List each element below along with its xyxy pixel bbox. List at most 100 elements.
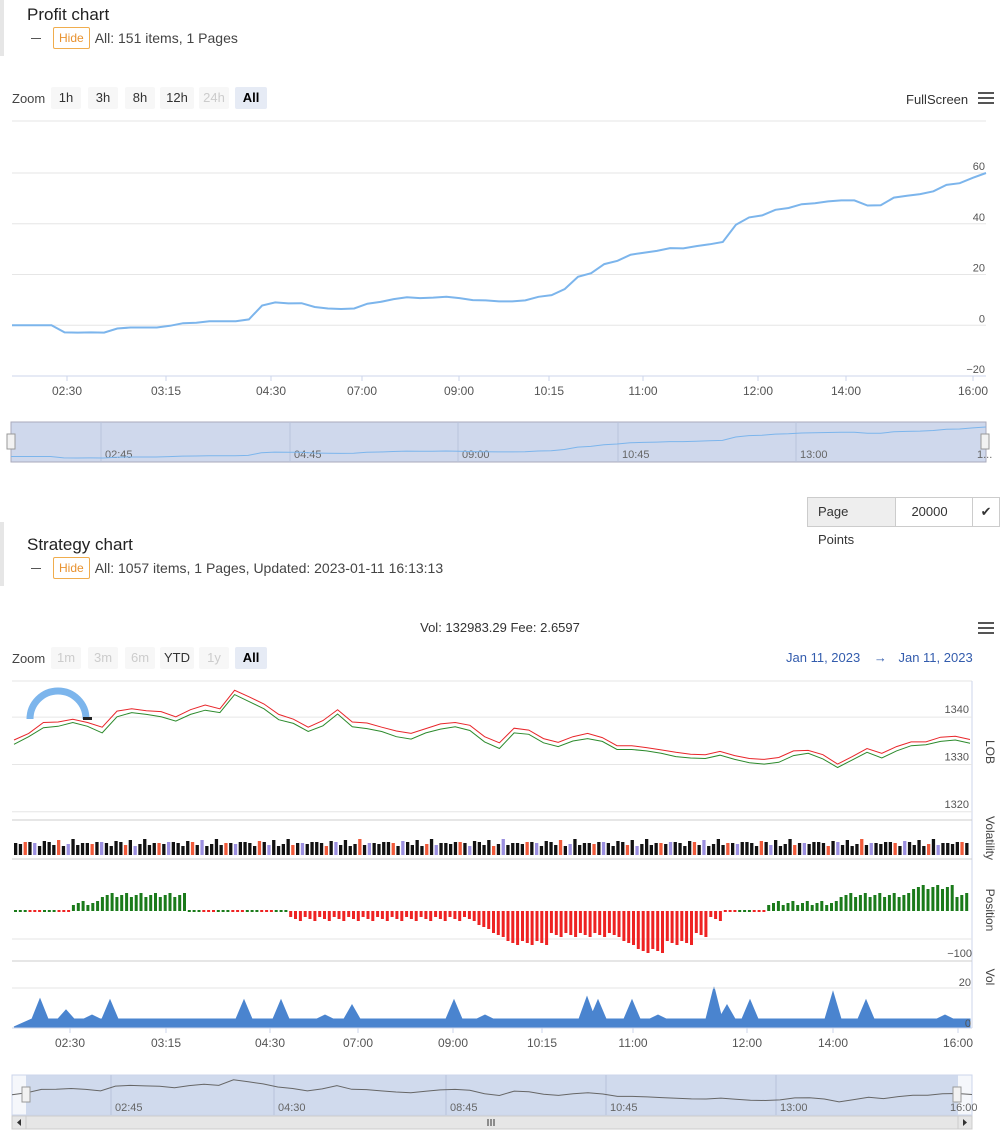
position-bar: [216, 910, 220, 912]
position-bar: [221, 910, 225, 912]
position-bar: [139, 893, 143, 911]
position-bar: [496, 911, 500, 935]
profit-zoom-12h-button[interactable]: 12h: [160, 87, 194, 109]
strategy-zoom-1m-button[interactable]: 1m: [51, 647, 81, 669]
strategy-menu-icon[interactable]: [978, 622, 994, 634]
position-bar: [521, 911, 524, 941]
volatility-bar: [845, 840, 849, 855]
profit-zoom-24h-button[interactable]: 24h: [199, 87, 229, 109]
position-bar: [38, 910, 42, 912]
position-bar: [313, 911, 317, 921]
check-icon[interactable]: ✔: [972, 498, 999, 526]
volatility-bar: [123, 845, 128, 855]
date-to-input[interactable]: Jan 11, 2023: [898, 650, 973, 665]
page-points-input[interactable]: 20000: [896, 498, 973, 526]
volatility-bar: [807, 844, 811, 855]
strategy-zoom-label: Zoom: [12, 651, 46, 666]
volatility-bar: [764, 842, 768, 855]
strategy-zoom-ytd-button[interactable]: YTD: [160, 647, 194, 669]
arrow-right-icon[interactable]: [963, 1119, 967, 1126]
position-bar: [554, 911, 558, 935]
volatility-bar: [468, 846, 472, 855]
strategy-zoom-all-button[interactable]: All: [235, 647, 267, 669]
fullscreen-button[interactable]: FullScreen: [906, 92, 969, 107]
x-tick-label: 04:30: [256, 384, 286, 398]
arrow-left-icon[interactable]: [17, 1119, 21, 1126]
volatility-bar: [382, 842, 386, 855]
volatility-bar: [33, 843, 37, 855]
position-bar: [598, 911, 602, 935]
position-bar: [18, 910, 22, 912]
volatility-bar: [425, 844, 429, 855]
volatility-bar: [176, 843, 180, 855]
volatility-bar: [582, 843, 587, 855]
volatility-bar: [769, 845, 773, 855]
strategy-zoom-1y-button[interactable]: 1y: [199, 647, 229, 669]
profit-zoom-all-button[interactable]: All: [235, 87, 267, 109]
position-bar: [342, 911, 346, 921]
position-bar: [825, 905, 829, 911]
volatility-bar: [133, 846, 137, 855]
volatility-bar: [171, 842, 175, 855]
position-bar: [429, 911, 433, 921]
navigator-left-handle[interactable]: [6, 433, 16, 450]
lob-y-tick-label: 1340: [945, 704, 969, 716]
position-bar: [612, 911, 616, 935]
profit-navigator-mask[interactable]: [10, 421, 987, 463]
position-bar: [559, 911, 563, 937]
profit-hide-button[interactable]: Hide: [53, 27, 90, 49]
volatility-bar: [754, 846, 759, 855]
volatility-bar: [238, 842, 242, 855]
volatility-bar: [114, 841, 118, 855]
volatility-bar: [100, 842, 104, 855]
position-bar: [96, 901, 100, 911]
profit-zoom-8h-button[interactable]: 8h: [125, 87, 155, 109]
profit-menu-icon[interactable]: [978, 92, 994, 104]
volatility-bar: [210, 844, 214, 855]
position-bar: [178, 895, 182, 911]
volatility-bar: [740, 842, 744, 855]
strategy-zoom-3m-button[interactable]: 3m: [88, 647, 118, 669]
date-range: Jan 11, 2023 → Jan 11, 2023: [786, 650, 973, 665]
navigator-left-handle[interactable]: [21, 1086, 31, 1103]
volatility-bar: [884, 842, 888, 855]
profit-zoom-3h-button[interactable]: 3h: [88, 87, 118, 109]
volatility-bar: [85, 843, 89, 855]
volatility-bar: [52, 845, 56, 855]
volatility-bar: [960, 842, 964, 855]
position-bar: [767, 905, 771, 911]
position-bar: [685, 911, 689, 943]
position-bar: [482, 911, 486, 927]
volatility-bar: [797, 843, 802, 855]
volatility-bar: [955, 842, 959, 855]
position-bar: [419, 911, 423, 917]
navigator-right-handle[interactable]: [980, 433, 990, 450]
volatility-bar: [315, 842, 319, 855]
volatility-bar: [688, 841, 692, 855]
position-bar: [511, 911, 515, 943]
volatility-bar: [888, 842, 892, 855]
strategy-hide-button[interactable]: Hide: [53, 557, 90, 579]
collapse-dash-icon[interactable]: [31, 567, 41, 569]
position-bar: [472, 911, 476, 921]
position-bar: [265, 910, 269, 912]
navigator-label: 13:00: [800, 449, 828, 461]
position-bar: [661, 911, 664, 953]
position-bar: [492, 911, 495, 933]
volatility-bar: [893, 843, 897, 855]
navigator-label: 10:45: [610, 1102, 638, 1114]
volatility-bar: [544, 841, 548, 855]
date-from-input[interactable]: Jan 11, 2023: [786, 650, 861, 665]
volatility-axis-title: Volatility: [983, 816, 997, 860]
position-bar: [564, 911, 568, 933]
x-tick-label: 07:00: [347, 384, 377, 398]
position-bar: [274, 910, 278, 912]
collapse-dash-icon[interactable]: [31, 37, 41, 39]
navigator-right-handle[interactable]: [952, 1086, 962, 1103]
navigator-line: [11, 1079, 973, 1103]
scrollbar-thumb[interactable]: [25, 1115, 959, 1130]
volatility-bar: [654, 843, 658, 855]
strategy-zoom-6m-button[interactable]: 6m: [125, 647, 155, 669]
profit-zoom-1h-button[interactable]: 1h: [51, 87, 81, 109]
volatility-bar: [205, 846, 209, 855]
